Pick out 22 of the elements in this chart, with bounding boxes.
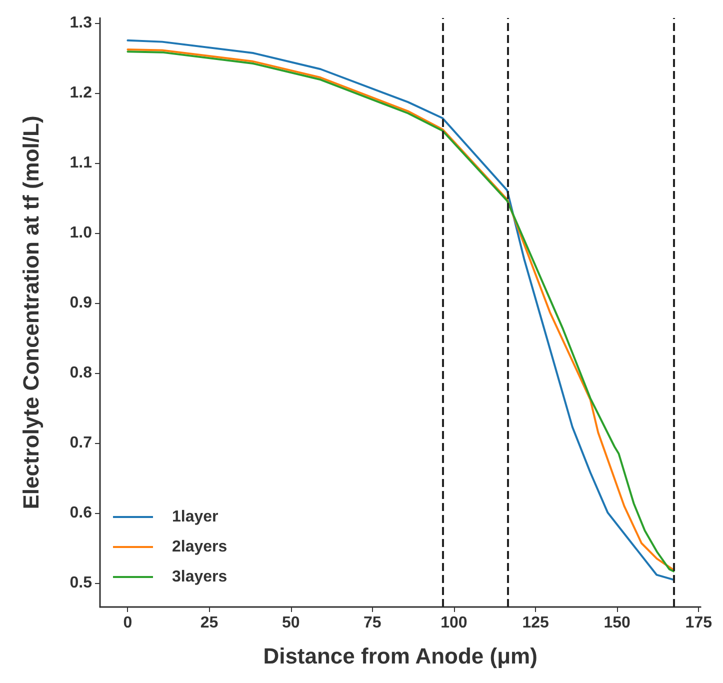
legend-label: 3layers xyxy=(172,568,228,586)
legend-label: 2layers xyxy=(172,538,228,556)
y-tick-label: 1.1 xyxy=(70,154,92,172)
x-tick-label: 0 xyxy=(123,614,132,632)
y-axis-title: Electrolyte Concentration at tf (mol/L) xyxy=(18,116,44,510)
x-tick-label: 150 xyxy=(604,614,631,632)
y-tick-label: 1.0 xyxy=(70,224,92,242)
x-tick-label: 125 xyxy=(522,614,549,632)
y-tick-label: 0.9 xyxy=(70,294,92,312)
y-tick-label: 0.6 xyxy=(70,504,92,522)
y-tick-label: 1.3 xyxy=(70,14,92,32)
x-axis-title: Distance from Anode (μm) xyxy=(263,644,538,668)
x-tick-label: 50 xyxy=(282,614,300,632)
y-tick-label: 0.8 xyxy=(70,364,92,382)
y-tick-label: 0.5 xyxy=(70,574,92,592)
x-tick-label: 75 xyxy=(364,614,382,632)
y-tick-label: 0.7 xyxy=(70,434,92,452)
x-tick-label: 100 xyxy=(440,614,468,632)
y-tick-label: 1.2 xyxy=(70,84,92,102)
x-tick-label: 25 xyxy=(200,614,218,632)
x-tick-label: 175 xyxy=(685,614,712,632)
legend-label: 1layer xyxy=(172,508,218,526)
